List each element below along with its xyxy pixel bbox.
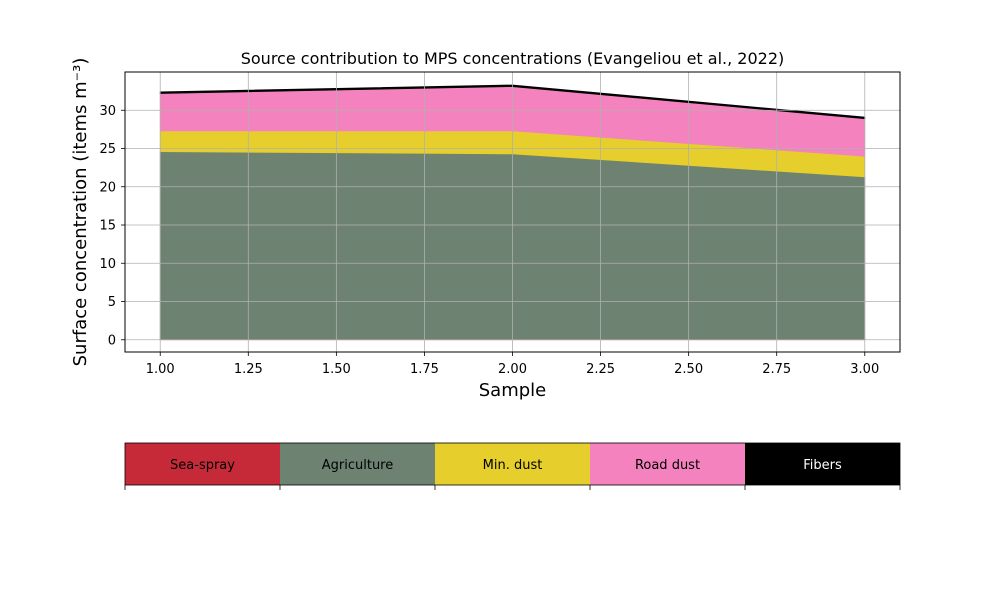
x-tick-label: 2.00 xyxy=(498,362,527,377)
x-tick-label: 1.25 xyxy=(234,362,263,377)
ticks-layer: 1.00 1.25 1.50 1.75 2.00 2.25 2.50 2.75 3.00 0 5 10… xyxy=(99,104,879,377)
y-tick-label: 0 xyxy=(108,333,116,348)
legend-swatch-fibers xyxy=(745,443,900,485)
x-axis-label: Sample xyxy=(479,380,547,401)
y-tick-label: 25 xyxy=(99,142,116,157)
legend-label-min-dust: Min. dust xyxy=(483,458,543,473)
legend-frame xyxy=(124,442,901,486)
legend-label-road-dust: Road dust xyxy=(635,458,700,473)
legend-label-sea-spray: Sea-spray xyxy=(170,458,235,473)
y-tick-label: 5 xyxy=(108,295,116,310)
legend-label-agriculture: Agriculture xyxy=(322,458,394,473)
x-tick-label: 1.50 xyxy=(322,362,351,377)
y-tick-label: 10 xyxy=(99,257,116,272)
chart-title: Source contribution to MPS concentration… xyxy=(241,49,785,68)
legend-swatch-min-dust xyxy=(435,443,590,485)
legend: Sea-spray Agriculture Min. dust Road dust Fi… xyxy=(124,442,901,490)
x-tick-label: 1.75 xyxy=(410,362,439,377)
x-tick-label: 2.75 xyxy=(762,362,791,377)
legend-swatch-agriculture xyxy=(280,443,435,485)
legend-label-fibers: Fibers xyxy=(803,458,842,473)
x-tick-label: 2.50 xyxy=(674,362,703,377)
y-tick-label: 20 xyxy=(99,180,116,195)
x-tick-label: 2.25 xyxy=(586,362,615,377)
y-axis-label: Surface concentration (items m⁻³) xyxy=(70,58,91,367)
legend-swatch-sea-spray xyxy=(125,443,280,485)
x-tick-label: 1.00 xyxy=(146,362,175,377)
y-tick-label: 15 xyxy=(99,219,116,234)
legend-swatch-road-dust xyxy=(590,443,745,485)
x-tick-label: 3.00 xyxy=(850,362,879,377)
grid-layer xyxy=(125,72,900,352)
y-tick-label: 30 xyxy=(99,104,116,119)
